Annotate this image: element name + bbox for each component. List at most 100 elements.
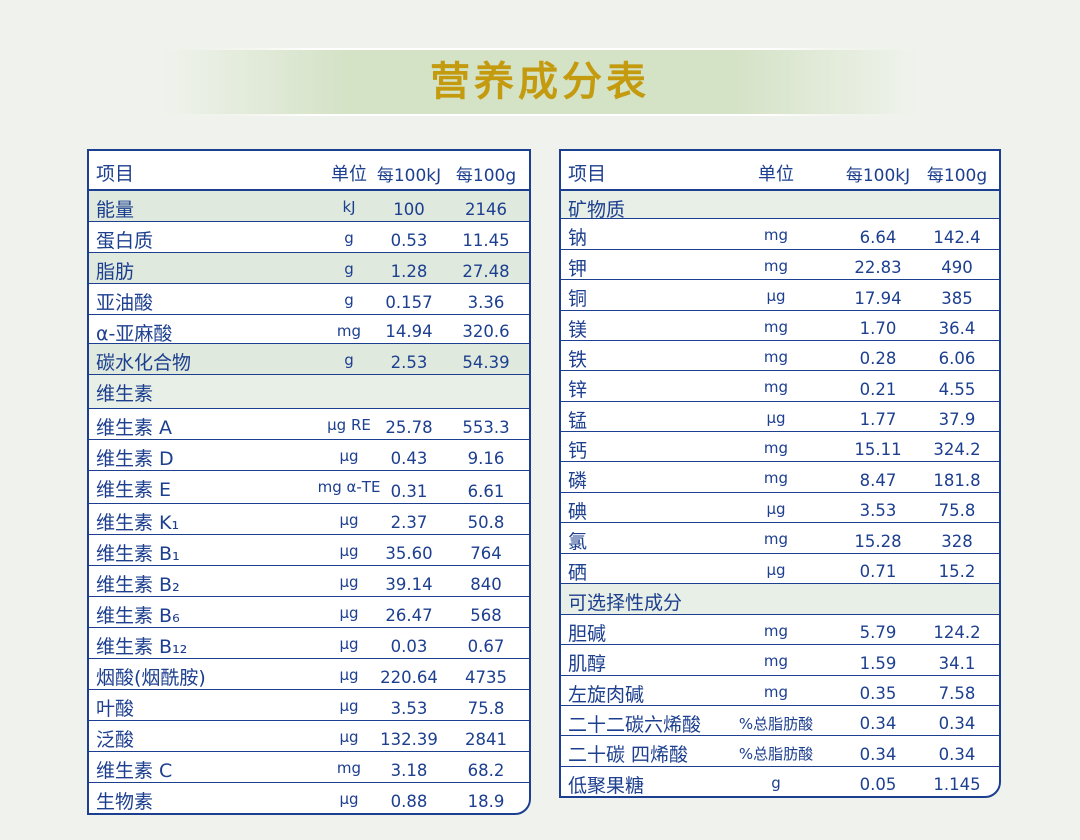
category-row: 可选择性成分 <box>561 584 999 615</box>
item-unit: mg <box>763 622 789 640</box>
item-unit: μg <box>339 697 359 715</box>
value-per-100kj: 5.79 <box>859 623 897 642</box>
item-unit: μg <box>766 287 786 305</box>
table-row: 烟酸(烟酰胺) μg 220.64 4735 <box>89 659 529 690</box>
table-row: 锰 μg 1.77 37.9 <box>561 402 999 432</box>
table-row: 碳水化合物 g 2.53 54.39 <box>89 344 529 375</box>
header-per-100g: 每100g <box>926 166 988 186</box>
value-per-100g: 2146 <box>465 200 507 219</box>
category-row: 维生素 <box>89 375 529 409</box>
value-per-100g: 11.45 <box>462 231 510 250</box>
item-name: 二十碳 四烯酸 <box>568 744 689 766</box>
table-row: 低聚果糖 g 0.05 1.145 <box>561 767 999 796</box>
item-name: 铁 <box>568 349 588 371</box>
table-row: 泛酸 μg 132.39 2841 <box>89 721 529 752</box>
header-per-100kj: 每100kJ <box>845 166 911 186</box>
header-unit: 单位 <box>758 164 794 185</box>
item-name: 维生素 C <box>96 760 173 782</box>
item-name: 维生素 A <box>96 417 173 439</box>
value-per-100kj: 1.28 <box>390 262 428 281</box>
table-row: 叶酸 μg 3.53 75.8 <box>89 690 529 721</box>
header-per-100kj: 每100kJ <box>376 166 442 186</box>
item-unit: g <box>771 774 781 792</box>
value-per-100kj: 0.34 <box>859 714 897 733</box>
item-unit: μg <box>339 511 359 529</box>
table-row: 镁 mg 1.70 36.4 <box>561 311 999 341</box>
header-item: 项目 <box>96 163 135 185</box>
left-nutrition-table: 项目 单位 每100kJ 每100g 能量 kJ 100 2146 蛋白质 g 0.53 11… <box>87 149 531 815</box>
item-unit: mg <box>763 530 789 548</box>
table-row: 能量 kJ 100 2146 <box>89 191 529 222</box>
table-row: 维生素 D μg 0.43 9.16 <box>89 440 529 471</box>
value-per-100kj: 0.88 <box>390 792 428 811</box>
value-per-100g: 27.48 <box>462 262 510 281</box>
item-unit: μg <box>766 561 786 579</box>
item-name: 氯 <box>568 531 588 553</box>
table-row: 维生素 B₂ μg 39.14 840 <box>89 566 529 597</box>
item-unit: mg <box>763 348 789 366</box>
value-per-100g: 840 <box>470 575 502 594</box>
item-unit: %总脂肪酸 <box>738 745 814 763</box>
value-per-100kj: 6.64 <box>859 228 897 247</box>
value-per-100kj: 17.94 <box>854 289 902 308</box>
table-row: 维生素 K₁ μg 2.37 50.8 <box>89 504 529 535</box>
item-unit: mg <box>763 226 789 244</box>
value-per-100kj: 1.77 <box>859 410 897 429</box>
value-per-100kj: 100 <box>393 200 425 219</box>
value-per-100kj: 0.34 <box>859 745 897 764</box>
item-name: 钙 <box>568 440 588 462</box>
item-unit: μg <box>339 666 359 684</box>
value-per-100kj: 3.53 <box>859 501 897 520</box>
value-per-100g: 36.4 <box>938 319 976 338</box>
table-row: 肌醇 mg 1.59 34.1 <box>561 645 999 676</box>
table-row: 二十二碳六烯酸 %总脂肪酸 0.34 0.34 <box>561 706 999 736</box>
value-per-100g: 50.8 <box>467 513 505 532</box>
item-name: 维生素 B₁ <box>96 543 180 565</box>
table-row: 磷 mg 8.47 181.8 <box>561 462 999 493</box>
item-name: 维生素 B₁₂ <box>96 636 188 658</box>
item-name: 钾 <box>568 258 588 280</box>
item-unit: %总脂肪酸 <box>738 715 814 733</box>
value-per-100kj: 0.05 <box>859 775 897 794</box>
value-per-100kj: 0.43 <box>390 449 428 468</box>
item-unit: μg <box>339 604 359 622</box>
table-row: 蛋白质 g 0.53 11.45 <box>89 222 529 253</box>
header-unit: 单位 <box>331 164 367 185</box>
item-name: 叶酸 <box>96 698 135 720</box>
value-per-100g: 0.34 <box>938 745 976 764</box>
value-per-100g: 18.9 <box>467 792 505 811</box>
item-name: 脂肪 <box>96 261 135 283</box>
value-per-100kj: 8.47 <box>859 471 897 490</box>
category-row: 矿物质 <box>561 191 999 221</box>
item-unit: g <box>344 229 354 247</box>
left-table-body: 能量 kJ 100 2146 蛋白质 g 0.53 11.45 脂肪 g 1.28 27.48 亚油酸 g… <box>89 191 529 813</box>
table-row: 铁 mg 0.28 6.06 <box>561 341 999 371</box>
value-per-100kj: 3.18 <box>390 761 428 780</box>
table-header: 项目 单位 每100kJ 每100g <box>89 151 529 191</box>
value-per-100kj: 2.53 <box>390 353 428 372</box>
value-per-100kj: 0.21 <box>859 380 897 399</box>
item-name: 肌醇 <box>568 653 607 675</box>
value-per-100g: 6.61 <box>467 482 505 501</box>
value-per-100g: 324.2 <box>933 440 981 459</box>
item-name: 生物素 <box>96 791 154 813</box>
value-per-100g: 4735 <box>465 668 507 687</box>
item-unit: mg <box>763 378 789 396</box>
item-name: 泛酸 <box>96 729 135 751</box>
table-row: 钙 mg 15.11 324.2 <box>561 432 999 462</box>
item-name: 二十二碳六烯酸 <box>568 714 702 736</box>
item-name: 碳水化合物 <box>96 352 192 374</box>
item-name: 亚油酸 <box>96 292 154 314</box>
value-per-100g: 1.145 <box>933 775 981 794</box>
table-row: 维生素 A μg RE 25.78 553.3 <box>89 409 529 440</box>
right-nutrition-table: 项目 单位 每100kJ 每100g 矿物质钠 mg 6.64 142.4 钾 mg 22.… <box>559 149 1001 798</box>
item-unit: mg <box>336 322 362 340</box>
table-row: 维生素 C mg 3.18 68.2 <box>89 752 529 783</box>
value-per-100kj: 0.53 <box>390 231 428 250</box>
value-per-100g: 568 <box>470 606 502 625</box>
item-name: 碘 <box>568 501 588 523</box>
value-per-100g: 68.2 <box>467 761 505 780</box>
item-name: 铜 <box>568 288 588 310</box>
table-row: 钾 mg 22.83 490 <box>561 250 999 280</box>
value-per-100g: 3.36 <box>467 293 505 312</box>
